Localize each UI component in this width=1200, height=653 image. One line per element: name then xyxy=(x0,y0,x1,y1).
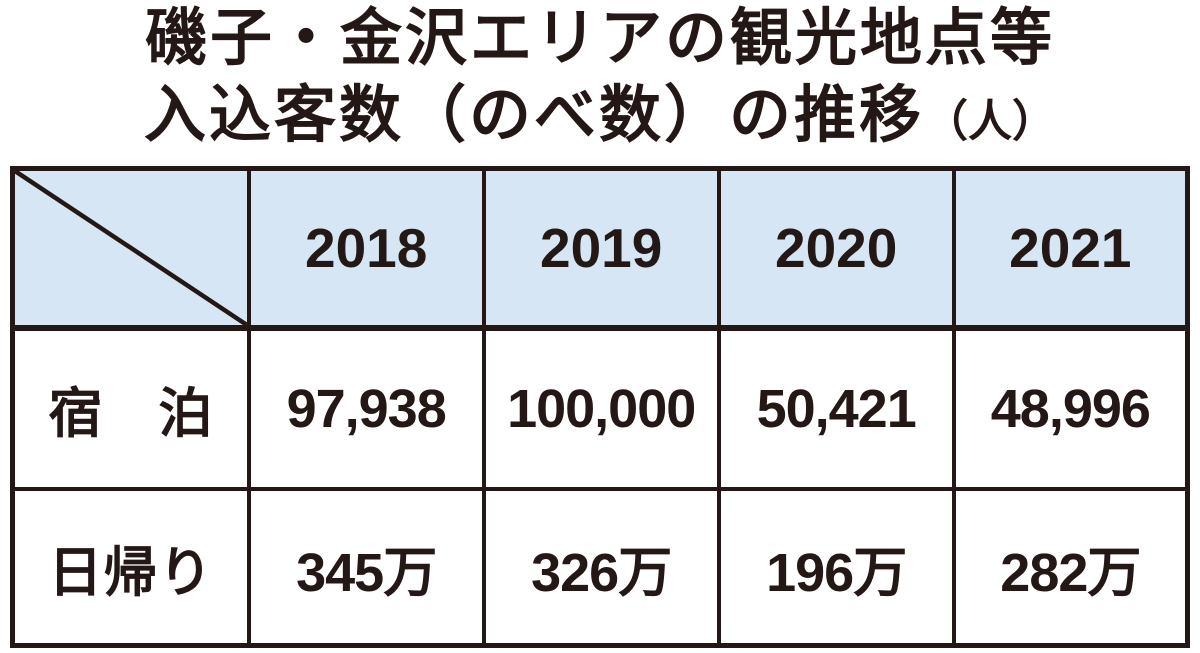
cell-daytrip-2018: 345万 xyxy=(246,487,486,648)
cell-daytrip-2021: 282万 xyxy=(951,487,1190,648)
visitor-count-table: 2018 2019 2020 2021 宿 泊 97,938 100,000 5… xyxy=(10,166,1190,648)
cell-daytrip-2019: 326万 xyxy=(481,487,721,648)
year-header-2021: 2021 xyxy=(951,166,1190,331)
cell-lodging-2020: 50,421 xyxy=(716,325,956,492)
table-row-lodging: 宿 泊 97,938 100,000 50,421 48,996 xyxy=(10,325,1190,492)
table-header-row: 2018 2019 2020 2021 xyxy=(10,166,1190,331)
year-header-2020: 2020 xyxy=(716,166,956,331)
page-title: 磯子・金沢エリアの観光地点等 入込客数（のべ数）の推移（人） xyxy=(0,0,1200,160)
corner-cell xyxy=(10,166,251,331)
diagonal-line xyxy=(15,171,247,325)
year-header-2019: 2019 xyxy=(481,166,721,331)
year-header-2018: 2018 xyxy=(246,166,486,331)
cell-daytrip-2020: 196万 xyxy=(716,487,956,648)
title-line-1: 磯子・金沢エリアの観光地点等 xyxy=(144,4,1055,73)
title-unit-label: （人） xyxy=(924,97,1056,146)
table-row-daytrip: 日帰り 345万 326万 196万 282万 xyxy=(10,487,1190,648)
cell-lodging-2021: 48,996 xyxy=(951,325,1190,492)
cell-lodging-2018: 97,938 xyxy=(246,325,486,492)
row-label-daytrip: 日帰り xyxy=(10,487,251,648)
cell-lodging-2019: 100,000 xyxy=(481,325,721,492)
title-line-2-text: 入込客数（のべ数）の推移 xyxy=(143,81,924,150)
row-label-lodging: 宿 泊 xyxy=(10,325,251,492)
title-line-2: 入込客数（のべ数）の推移（人） xyxy=(0,77,1200,160)
